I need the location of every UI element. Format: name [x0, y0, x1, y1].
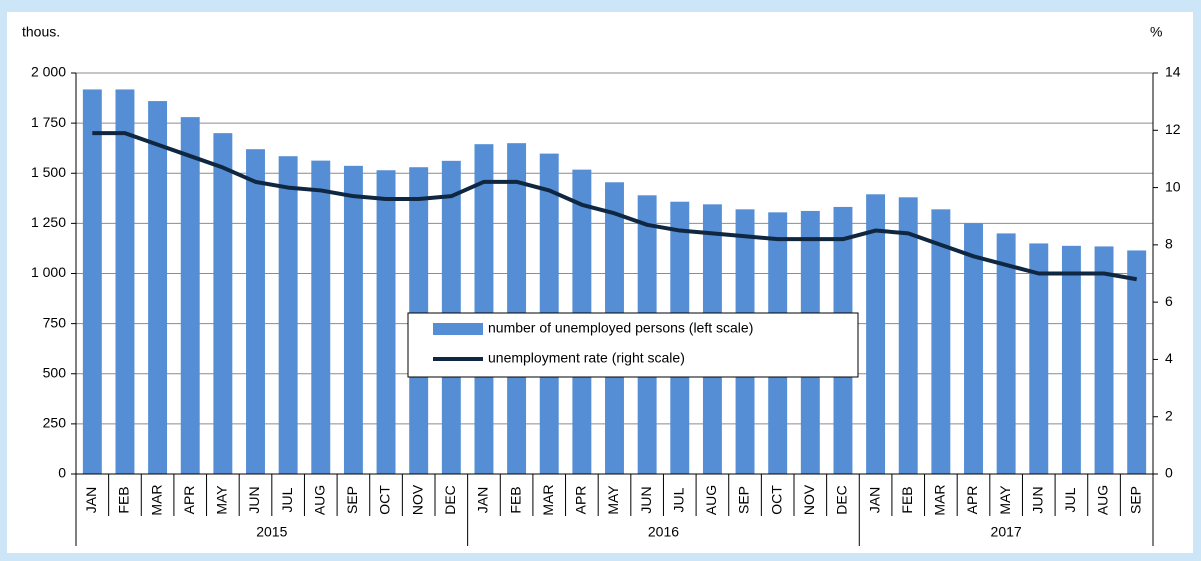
- bar: [1094, 246, 1114, 474]
- x-tick-label: FEB: [116, 486, 132, 513]
- x-tick-label: JUN: [638, 486, 654, 513]
- legend-label: number of unemployed persons (left scale…: [488, 320, 753, 336]
- x-tick-label: MAR: [540, 484, 556, 515]
- x-tick-label: JUN: [246, 486, 262, 513]
- x-tick-label: MAR: [148, 484, 164, 515]
- x-tick-label: AUG: [1095, 485, 1111, 515]
- bar: [1127, 250, 1147, 474]
- year-label: 2015: [256, 524, 287, 540]
- x-tick-label: APR: [964, 486, 980, 515]
- plot-background: [7, 12, 1193, 553]
- x-tick-label: MAY: [605, 485, 621, 515]
- bar: [311, 160, 331, 474]
- bar: [1061, 245, 1081, 474]
- bar: [964, 223, 983, 474]
- x-tick-label: JUL: [1062, 487, 1078, 512]
- x-tick-label: DEC: [442, 485, 458, 515]
- x-tick-label: JUN: [1029, 486, 1045, 513]
- bar: [148, 101, 168, 474]
- bar: [278, 156, 298, 474]
- y2-tick-label: 8: [1165, 236, 1173, 252]
- y2-tick-label: 14: [1165, 64, 1181, 80]
- bar: [213, 133, 233, 474]
- x-tick-label: DEC: [834, 485, 850, 515]
- x-tick-label: SEP: [736, 486, 752, 514]
- y-tick-label: 1 250: [31, 214, 66, 230]
- x-tick-label: APR: [573, 486, 589, 515]
- y-tick-label: 750: [43, 314, 67, 330]
- bar: [507, 143, 527, 475]
- y2-tick-label: 2: [1165, 407, 1173, 423]
- x-tick-label: MAY: [997, 485, 1013, 515]
- y-tick-label: 2 000: [31, 64, 66, 80]
- bar: [474, 144, 494, 475]
- x-tick-label: FEB: [507, 486, 523, 513]
- legend: number of unemployed persons (left scale…: [407, 312, 859, 378]
- x-tick-label: AUG: [311, 485, 327, 515]
- year-label: 2016: [648, 524, 679, 540]
- x-tick-label: MAR: [932, 484, 948, 515]
- x-tick-label: JAN: [866, 487, 882, 513]
- y-tick-label: 0: [58, 465, 66, 481]
- x-tick-label: SEP: [1127, 486, 1143, 514]
- y2-tick-label: 4: [1165, 350, 1173, 366]
- x-tick-label: JUL: [279, 487, 295, 512]
- x-tick-label: SEP: [344, 486, 360, 514]
- y-tick-label: 250: [43, 415, 67, 431]
- y2-tick-label: 0: [1165, 465, 1173, 481]
- x-tick-label: JAN: [475, 487, 491, 513]
- bar: [246, 149, 265, 474]
- y-tick-label: 1 000: [31, 264, 66, 280]
- bar: [82, 89, 102, 474]
- x-tick-label: OCT: [768, 485, 784, 515]
- legend-swatch: [433, 323, 483, 335]
- y-axis-label: thous.: [22, 24, 60, 40]
- y2-tick-label: 6: [1165, 293, 1173, 309]
- x-tick-label: JUL: [670, 487, 686, 512]
- x-tick-label: OCT: [377, 485, 393, 515]
- bar: [343, 165, 363, 475]
- bar: [866, 194, 886, 475]
- bar: [376, 170, 396, 474]
- y-tick-label: 1 750: [31, 114, 66, 130]
- y2-axis-label: %: [1150, 24, 1162, 40]
- x-tick-label: FEB: [899, 486, 915, 513]
- bar: [898, 197, 918, 474]
- x-tick-label: APR: [181, 486, 197, 515]
- x-tick-label: AUG: [703, 485, 719, 515]
- x-tick-label: MAY: [214, 485, 230, 515]
- legend-label: unemployment rate (right scale): [488, 350, 685, 366]
- x-tick-label: NOV: [409, 484, 425, 515]
- bar: [1029, 243, 1049, 474]
- year-label: 2017: [991, 524, 1022, 540]
- bar: [115, 89, 135, 474]
- line: [92, 131, 1138, 282]
- bar: [996, 233, 1016, 474]
- y-tick-label: 1 500: [31, 164, 66, 180]
- x-tick-label: NOV: [801, 484, 817, 515]
- y2-tick-label: 10: [1165, 178, 1181, 194]
- y2-tick-label: 12: [1165, 121, 1181, 137]
- x-tick-label: JAN: [83, 487, 99, 513]
- y-tick-label: 500: [43, 364, 67, 380]
- bar: [931, 209, 951, 474]
- bar: [180, 117, 200, 475]
